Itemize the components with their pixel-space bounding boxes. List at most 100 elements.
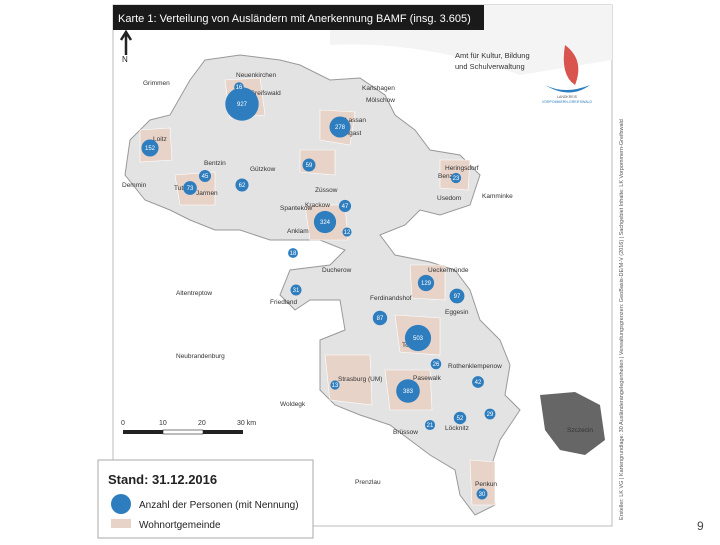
title: Karte 1: Verteilung von Ausländern mit A… (118, 13, 471, 25)
bubble (476, 488, 488, 500)
bubble (329, 116, 351, 138)
place-label: Karlshagen (362, 85, 395, 92)
place-label: Demmin (122, 182, 147, 189)
bubble (404, 324, 432, 352)
bubble-label: 59 (306, 163, 313, 169)
bubble-label: 45 (202, 174, 209, 180)
bubble-label: 97 (454, 294, 461, 300)
office-line: Amt für Kultur, Bildung (455, 51, 530, 60)
bubble (234, 82, 244, 92)
place-label: Gützkow (250, 166, 276, 173)
bubble (183, 181, 197, 195)
bubble-label: 129 (421, 281, 432, 287)
bubble-label: 62 (239, 183, 246, 189)
bubbles: 927 16 278 152 59 45 73 62 47 324 12 18 23 129 31 87 97 5… (141, 82, 496, 500)
page-number: 9 (697, 519, 704, 533)
bubble-label: 52 (457, 416, 464, 422)
office-line: und Schulverwaltung (455, 62, 525, 71)
place-label: Züssow (315, 187, 338, 194)
scale-segment (123, 430, 163, 434)
place-label: Strasburg (UM) (338, 376, 382, 383)
bubble-label: 503 (413, 336, 424, 342)
north-label: N (122, 55, 128, 64)
place-label: Neubrandenburg (176, 353, 225, 360)
bubble-label: 26 (433, 362, 440, 368)
bubble (342, 227, 352, 237)
bubble-label: 278 (335, 125, 346, 131)
bubble-label: 31 (293, 288, 300, 294)
place-label: Loitz (153, 136, 167, 143)
place-label: Spantekow (280, 205, 312, 212)
bubble-label: 29 (487, 412, 494, 418)
place-label: Penkun (475, 481, 497, 488)
logo-text: LANDKREIS (557, 95, 578, 99)
bubble-label: 47 (342, 204, 349, 210)
szczecin-area (540, 392, 605, 455)
place-label: Tutow (174, 185, 192, 192)
place-label: Ducherow (322, 267, 352, 274)
place-label: Woldegk (280, 401, 306, 408)
bubble (288, 248, 298, 258)
area (324, 354, 373, 406)
place-label: Heringsdorf (445, 165, 479, 172)
place-labels: Neuenkirchen Greifswald Grimmen Karlshagen M… (122, 72, 593, 488)
north-arrow (119, 29, 133, 55)
bubble (484, 408, 496, 420)
scale-label: 20 (198, 420, 206, 427)
place-label: Pasewalk (413, 375, 442, 382)
bubble (302, 158, 316, 172)
place-label: Friedland (270, 299, 297, 306)
logo-wave (545, 85, 590, 93)
place-label: Wolgast (338, 130, 362, 137)
place-label: Bentzin (204, 160, 226, 167)
legend-bubble-label: Anzahl der Personen (mit Nennung) (139, 500, 299, 511)
bubble (450, 172, 462, 184)
bubble (424, 419, 436, 431)
place-label: Neuenkirchen (236, 72, 276, 79)
place-label: Greifswald (250, 90, 281, 97)
place-label: Krackow (305, 202, 330, 209)
bubble-label: 152 (145, 146, 156, 152)
place-label: Usedom (437, 195, 461, 202)
place-label: Mölschow (366, 97, 395, 104)
bubble (417, 274, 435, 292)
legend-bubble (111, 494, 131, 514)
place-label: Ueckermünde (428, 267, 469, 274)
scale-label: 10 (159, 420, 167, 427)
bubble (198, 169, 212, 183)
bubble-label: 30 (479, 492, 486, 498)
logo-text: VORPOMMERN-GREIFSWALD (542, 100, 593, 104)
bubble-label: 73 (187, 186, 194, 192)
bubble-label: 18 (290, 251, 297, 257)
bubble-label: 16 (236, 85, 243, 91)
title-bar (113, 5, 484, 30)
place-label: Prenzlau (355, 479, 381, 486)
bubble-label: 927 (237, 102, 248, 108)
place-label: Löcknitz (445, 425, 469, 432)
bubble-label: 42 (475, 380, 482, 386)
place-label: Jarmen (196, 190, 218, 197)
bubble (338, 199, 352, 213)
bubble (225, 87, 259, 121)
area (469, 459, 496, 506)
bubble-label: 23 (453, 176, 460, 182)
place-label: Eggesin (445, 309, 469, 316)
scale-label: 30 km (237, 420, 256, 427)
scale-segment (203, 430, 243, 434)
legend-box (97, 459, 314, 539)
bubble (141, 139, 159, 157)
bubble (430, 358, 442, 370)
bubble (453, 411, 467, 425)
bubble-label: 21 (427, 423, 434, 429)
place-label: Brüssow (393, 429, 418, 436)
place-label: Benz (438, 173, 453, 180)
bubble (449, 288, 465, 304)
legend: Stand: 31.12.2016 Anzahl der Personen (m… (97, 459, 314, 539)
legend-area (111, 519, 131, 528)
logo-sail (563, 45, 579, 85)
place-label: Ferdinandshof (370, 295, 412, 302)
bubble (290, 284, 302, 296)
source-note: Ersteller: LK VG | Kartengrundlage: 30 A… (619, 119, 625, 520)
